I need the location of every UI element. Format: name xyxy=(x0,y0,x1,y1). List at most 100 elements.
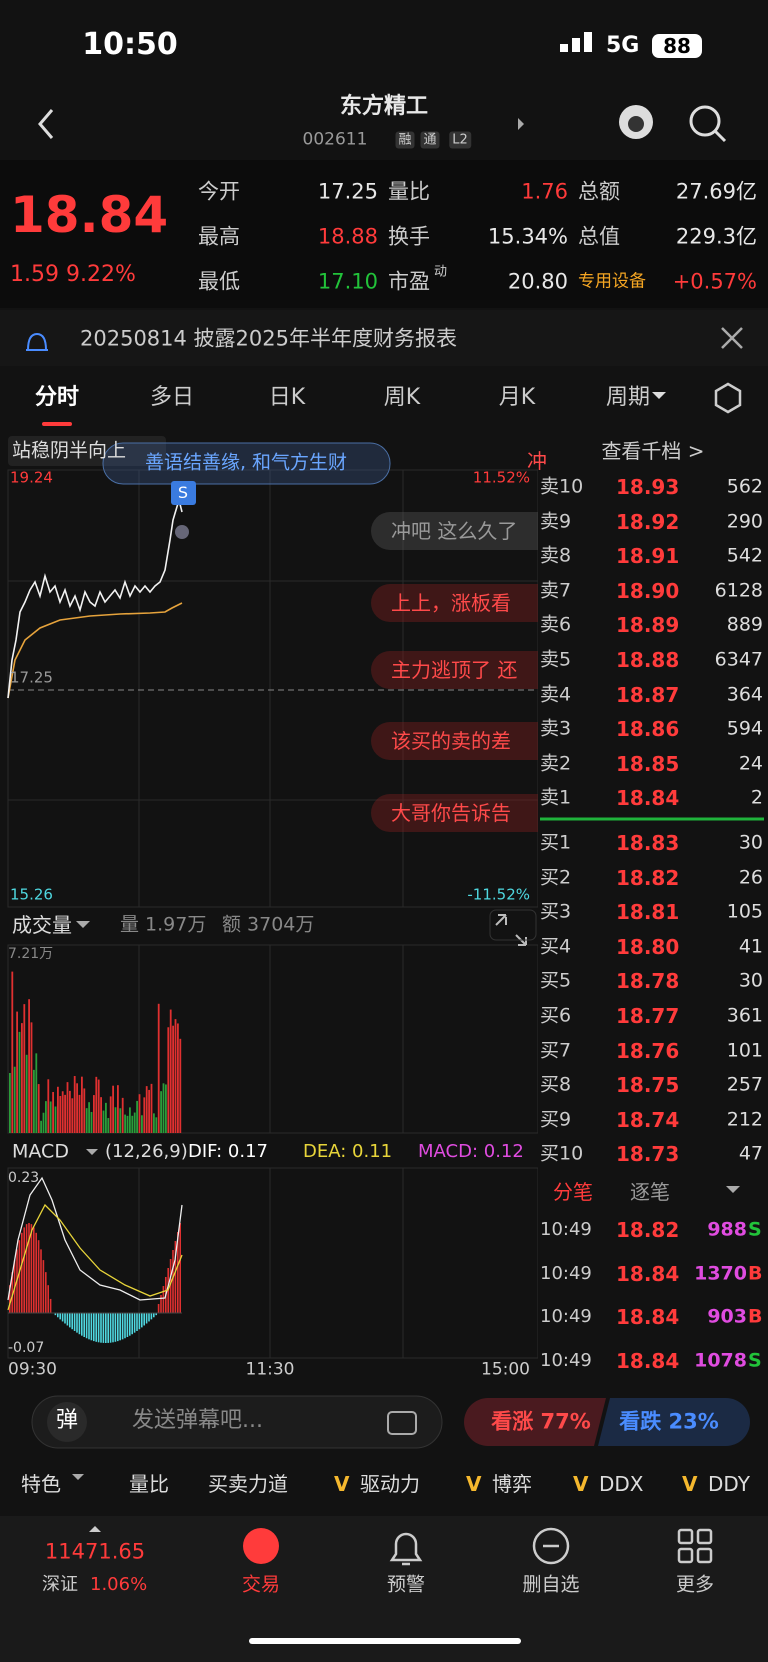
bid-price: 18.73 xyxy=(616,1142,680,1167)
bid-volume: 30 xyxy=(738,969,763,992)
bid-volume: 212 xyxy=(726,1108,763,1131)
price-line xyxy=(7,496,183,699)
volume-bar xyxy=(105,1102,107,1133)
danmaku-bubble xyxy=(102,442,391,485)
volume-bar xyxy=(83,1088,86,1133)
toolbar-item[interactable]: 特色 xyxy=(21,1472,61,1496)
volume-title[interactable]: 成交量 xyxy=(12,913,72,937)
nav-more-icon[interactable] xyxy=(677,1528,713,1564)
axis-low: 15.26 xyxy=(10,885,53,904)
nav-item[interactable]: 预警 xyxy=(386,1573,426,1596)
nav-item[interactable]: 删自选 xyxy=(522,1573,580,1596)
bear-button[interactable] xyxy=(598,1398,750,1446)
toolbar-item[interactable]: DDX xyxy=(599,1472,644,1496)
nav-item[interactable]: 交易 xyxy=(241,1573,281,1596)
index-name: 深证 xyxy=(42,1574,78,1595)
trade-side: S xyxy=(748,1349,762,1371)
comment: 上上，涨板看 xyxy=(391,591,511,615)
volume-bar xyxy=(124,1114,126,1133)
ask-label: 卖5 xyxy=(540,648,572,671)
bid-label: 买3 xyxy=(540,900,572,923)
volume-bar xyxy=(100,1097,102,1133)
notice-text[interactable]: 20250814 披露2025年半年度财务报表 xyxy=(80,326,458,351)
macd-bar xyxy=(169,1259,172,1313)
trade-price: 18.84 xyxy=(616,1305,680,1329)
nav-remove-icon[interactable] xyxy=(532,1527,570,1565)
buy-sell-marker: S xyxy=(177,483,189,502)
bid-volume: 105 xyxy=(726,900,763,923)
bid-label: 买10 xyxy=(540,1142,584,1165)
period-tab[interactable]: 分时 xyxy=(34,385,80,410)
bid-price: 18.81 xyxy=(616,900,680,925)
toolbar-item[interactable]: 买卖力道 xyxy=(208,1472,288,1496)
depth-link[interactable]: 查看千档 > xyxy=(601,439,705,463)
axis-open: 17.25 xyxy=(10,668,53,687)
toolbar-item[interactable]: 博弈 xyxy=(492,1472,532,1496)
indicator-select[interactable]: 站稳阴半向上 xyxy=(12,439,127,462)
macd-bar xyxy=(23,1227,25,1313)
nav-item[interactable]: 更多 xyxy=(675,1573,715,1596)
volume-bar xyxy=(9,1073,11,1133)
macd-bar xyxy=(71,1313,73,1330)
index-value[interactable]: 11471.65 xyxy=(44,1539,146,1564)
comment: 冲 xyxy=(527,449,547,473)
volume-bar xyxy=(66,1082,69,1133)
bear-ratio[interactable]: 看跌 23% xyxy=(619,1409,719,1434)
macd-bar xyxy=(37,1240,40,1313)
volume-bar xyxy=(141,1115,143,1133)
stat-value: 17.25 xyxy=(317,179,378,204)
trade-side: B xyxy=(748,1262,763,1284)
danmaku-settings[interactable] xyxy=(387,1411,417,1435)
settings-button[interactable] xyxy=(714,382,742,414)
trade-tab[interactable]: 逐笔 xyxy=(630,1180,670,1204)
period-tab[interactable]: 日K xyxy=(268,385,306,410)
bid-volume: 26 xyxy=(738,866,763,889)
macd-bar xyxy=(35,1232,37,1313)
danmaku-input[interactable] xyxy=(31,1395,443,1449)
back-button[interactable] xyxy=(38,109,54,139)
toolbar-item[interactable]: 驱动力 xyxy=(360,1472,420,1496)
trade-price: 18.82 xyxy=(616,1218,680,1242)
bid-price: 18.76 xyxy=(616,1038,680,1063)
volume-bar xyxy=(107,1118,110,1133)
clock: 10:50 xyxy=(82,27,178,62)
danmaku-placeholder[interactable]: 发送弹幕吧... xyxy=(132,1408,263,1433)
macd-bar xyxy=(93,1313,95,1342)
macd-bars xyxy=(9,1223,181,1343)
search-button[interactable] xyxy=(689,105,721,137)
period-tab[interactable]: 周K xyxy=(383,385,421,410)
bull-button[interactable] xyxy=(464,1398,606,1446)
trade-time: 10:49 xyxy=(540,1306,592,1327)
period-tab[interactable]: 月K xyxy=(498,385,536,410)
dea-line xyxy=(7,1203,183,1311)
ask-price: 18.93 xyxy=(616,475,680,499)
bid-label: 买4 xyxy=(540,935,572,958)
volume-bar xyxy=(109,1096,112,1133)
volume-bar xyxy=(35,1053,38,1133)
bid-price: 18.77 xyxy=(616,1004,680,1028)
ask-price: 18.92 xyxy=(616,509,680,534)
macd-bar xyxy=(105,1313,107,1343)
stat-label: 量比 xyxy=(388,179,430,204)
close-notice[interactable] xyxy=(721,327,743,349)
trade-tab[interactable]: 分笔 xyxy=(553,1180,593,1204)
ask-label: 卖10 xyxy=(540,475,584,498)
macd-bar xyxy=(153,1313,155,1318)
period-tab[interactable]: 多日 xyxy=(149,385,195,410)
toolbar-item[interactable]: 量比 xyxy=(129,1472,169,1496)
stat-sup: 动 xyxy=(434,264,448,280)
bull-ratio[interactable]: 看涨 77% xyxy=(491,1409,591,1434)
macd-bar xyxy=(138,1313,141,1330)
volume-bar xyxy=(42,1112,45,1133)
ask-price: 18.88 xyxy=(616,648,680,672)
marker-dot xyxy=(175,525,189,539)
nav-trade-icon[interactable] xyxy=(243,1528,279,1564)
nav-alert-icon[interactable] xyxy=(389,1532,423,1566)
ask-price: 18.85 xyxy=(616,751,680,776)
period-tab[interactable]: 周期 xyxy=(605,385,651,410)
ask-volume: 6347 xyxy=(714,648,763,671)
toolbar-item[interactable]: DDY xyxy=(708,1472,750,1496)
macd-title[interactable]: MACD xyxy=(12,1140,69,1163)
macd-bar xyxy=(112,1313,114,1343)
volume-bar xyxy=(30,1022,33,1133)
